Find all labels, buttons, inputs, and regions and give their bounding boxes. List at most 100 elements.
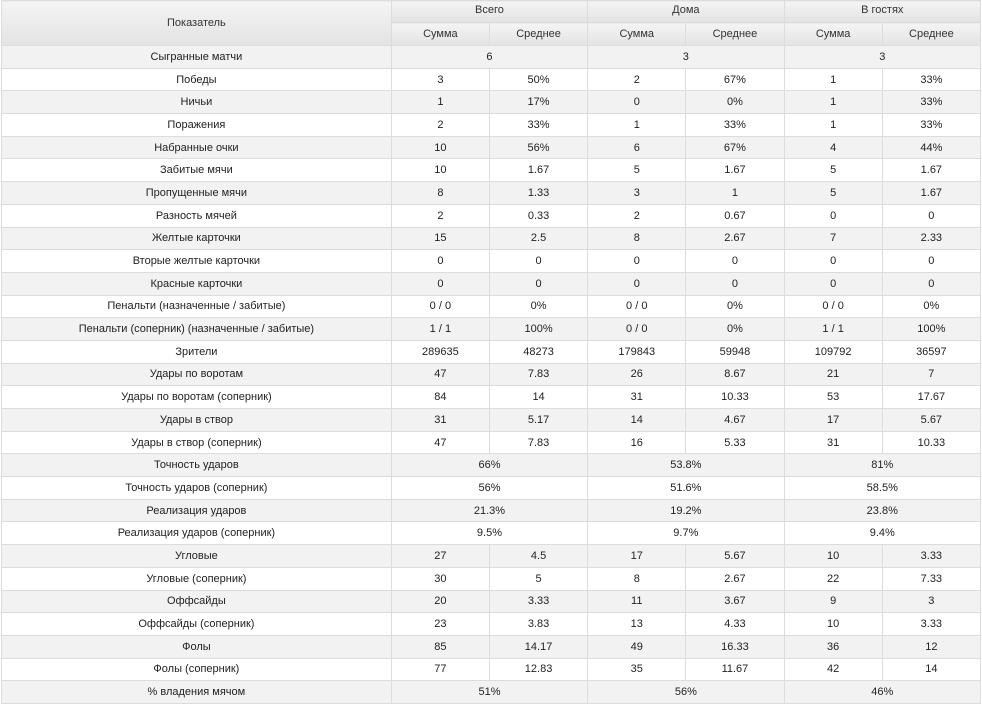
stat-name-cell: Точность ударов (1, 453, 392, 478)
home-sum-header[interactable]: Сумма (587, 22, 687, 46)
stat-value-total-sum: 289635 (390, 339, 490, 364)
stat-value-total-avg: 14.17 (488, 634, 589, 659)
stat-value-total-avg: 1.33 (488, 181, 589, 205)
stat-value-total-sum: 8 (390, 181, 490, 205)
stat-value-away-avg: 7.33 (881, 566, 982, 591)
stat-value-away-avg: 36597 (881, 339, 982, 364)
stat-value-away-sum: 0 (783, 203, 883, 228)
stat-value-away: 9.4% (783, 521, 982, 546)
stat-value-away: 46% (783, 680, 982, 704)
table-row: Пенальти (назначенные / забитые) 0 / 0 0% 0… (1, 294, 982, 319)
table-row: Разность мячей 2 0.33 2 0.67 0 0 (1, 203, 982, 228)
stat-value-home: 51.6% (587, 476, 785, 500)
stat-value-total-sum: 27 (390, 544, 490, 568)
stat-value-home-avg: 5.67 (685, 544, 785, 568)
stat-value-home-sum: 26 (587, 362, 687, 387)
group-header-away[interactable]: В гостях (783, 0, 982, 23)
stat-value-home-avg: 0% (685, 294, 785, 319)
stat-value-home-sum: 0 / 0 (587, 294, 687, 319)
stat-value-home-sum: 17 (587, 544, 687, 568)
away-avg-header[interactable]: Среднее (881, 22, 982, 46)
stat-name-cell: Сыгранные матчи (1, 45, 392, 69)
table-row: % владения мячом 51% 56% 46% (1, 680, 982, 704)
stat-value-away-sum: 1 (783, 90, 883, 115)
stat-value-home-sum: 5 (587, 158, 687, 183)
stat-value-away-sum: 5 (783, 158, 883, 183)
stat-value-total-avg: 100% (488, 317, 589, 341)
table-row: Удары в створ 31 5.17 14 4.67 17 5.67 (1, 408, 982, 432)
stat-value-total-avg: 50% (488, 67, 589, 92)
stat-value-home-avg: 1 (685, 181, 785, 205)
stat-value-home-avg: 10.33 (685, 385, 785, 409)
stat-value-total-sum: 10 (390, 135, 490, 160)
home-avg-header[interactable]: Среднее (685, 22, 785, 46)
stat-value-home-sum: 6 (587, 135, 687, 160)
stat-value-home: 53.8% (587, 453, 785, 478)
table-row: Удары по воротам 47 7.83 26 8.67 21 7 (1, 362, 982, 387)
stat-name-cell: Реализация ударов (1, 498, 392, 523)
stat-value-away-sum: 22 (783, 566, 883, 591)
stat-value-total-avg: 7.83 (488, 430, 589, 455)
away-sum-header[interactable]: Сумма (783, 22, 883, 46)
stat-value-away-sum: 1 (783, 67, 883, 92)
table-row: Угловые (соперник) 30 5 8 2.67 22 7.33 (1, 566, 982, 591)
stat-name-cell: Удары в створ (соперник) (1, 430, 392, 455)
stat-name-cell: Угловые (1, 544, 392, 568)
table-row: Победы 3 50% 2 67% 1 33% (1, 67, 982, 92)
stat-value-away-avg: 5.67 (881, 408, 982, 432)
stat-value-away-sum: 109792 (783, 339, 883, 364)
stat-value-home-sum: 3 (587, 181, 687, 205)
stat-value-away-avg: 33% (881, 113, 982, 137)
stat-value-away-sum: 5 (783, 181, 883, 205)
stat-value-total-avg: 2.5 (488, 226, 589, 251)
group-header-total[interactable]: Всего (390, 0, 589, 23)
table-row: Оффсайды (соперник) 23 3.83 13 4.33 10 3.33 (1, 612, 982, 636)
total-sum-header[interactable]: Сумма (390, 22, 490, 46)
stat-value-away-avg: 3.33 (881, 544, 982, 568)
stat-value-home-sum: 14 (587, 408, 687, 432)
stat-value-total-sum: 84 (390, 385, 490, 409)
stat-value-away-sum: 42 (783, 657, 883, 682)
stat-value-total-avg: 3.33 (488, 589, 589, 614)
stat-value-away-avg: 0 (881, 203, 982, 228)
stat-name-cell: Пенальти (соперник) (назначенные / забит… (1, 317, 392, 341)
stat-value-home-avg: 59948 (685, 339, 785, 364)
stat-value-total-avg: 0% (488, 294, 589, 319)
stat-value-total-sum: 23 (390, 612, 490, 636)
stat-value-home-sum: 0 (587, 90, 687, 115)
group-header-home[interactable]: Дома (587, 0, 785, 23)
table-row: Пропущенные мячи 8 1.33 3 1 5 1.67 (1, 181, 982, 205)
stat-value-home-avg: 4.67 (685, 408, 785, 432)
table-row: Фолы 85 14.17 49 16.33 36 12 (1, 634, 982, 659)
total-avg-header[interactable]: Среднее (488, 22, 589, 46)
stat-value-home: 56% (587, 680, 785, 704)
table-row: Вторые желтые карточки 0 0 0 0 0 0 (1, 249, 982, 273)
stat-value-away-sum: 17 (783, 408, 883, 432)
stat-value-away-sum: 10 (783, 544, 883, 568)
stat-value-home-avg: 33% (685, 113, 785, 137)
stat-value-away-avg: 1.67 (881, 181, 982, 205)
stat-value-away-avg: 7 (881, 362, 982, 387)
stat-value-away-avg: 3 (881, 589, 982, 614)
stat-value-total-sum: 47 (390, 430, 490, 455)
stat-value-total-avg: 33% (488, 113, 589, 137)
stat-value-total-avg: 5.17 (488, 408, 589, 432)
stat-name-cell: Красные карточки (1, 271, 392, 296)
stat-value-total-avg: 17% (488, 90, 589, 115)
stat-value-away-sum: 0 / 0 (783, 294, 883, 319)
stat-value-total-avg: 5 (488, 566, 589, 591)
metric-column-header[interactable]: Показатель (1, 0, 392, 46)
stat-value-home-sum: 2 (587, 203, 687, 228)
stat-value-away-avg: 0% (881, 294, 982, 319)
stat-value-total-avg: 3.83 (488, 612, 589, 636)
stat-value-home-sum: 8 (587, 566, 687, 591)
table-row: Удары по воротам (соперник) 84 14 31 10.33 53… (1, 385, 982, 409)
stat-value-home-avg: 0 (685, 271, 785, 296)
stat-value-home: 9.7% (587, 521, 785, 546)
stat-value-total-sum: 3 (390, 67, 490, 92)
stat-value-total-sum: 0 / 0 (390, 294, 490, 319)
stat-value-home-avg: 67% (685, 67, 785, 92)
stat-value-home-avg: 2.67 (685, 226, 785, 251)
stat-value-away-sum: 0 (783, 271, 883, 296)
stat-value-away-avg: 33% (881, 67, 982, 92)
